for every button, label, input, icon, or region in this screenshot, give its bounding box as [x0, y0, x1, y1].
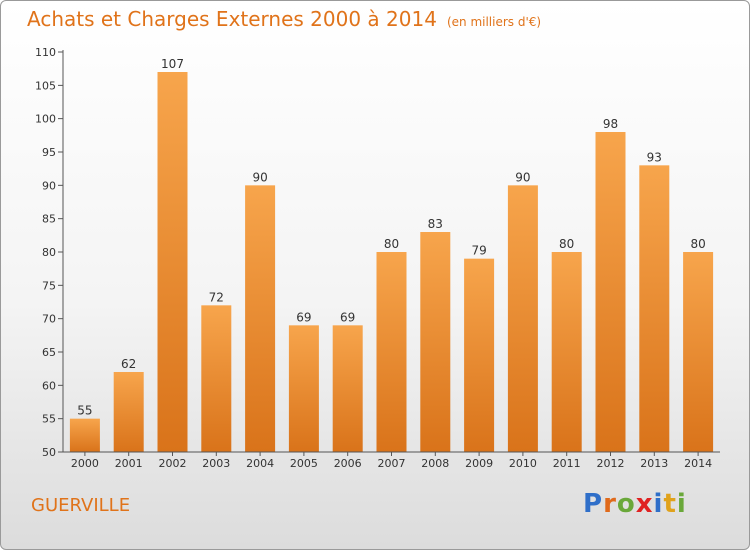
bar-2007: [376, 252, 407, 452]
bar-2006: [332, 325, 363, 452]
data-label-2001: 62: [121, 357, 136, 371]
data-label-2014: 80: [690, 237, 705, 251]
data-label-2009: 79: [471, 244, 486, 258]
data-label-2008: 83: [428, 217, 443, 231]
bar-2004: [245, 185, 276, 453]
bar-2000: [69, 418, 100, 452]
bar-2010: [507, 185, 538, 453]
x-tick-label-2013: 2013: [640, 457, 668, 470]
y-tick-label: 75: [42, 279, 56, 292]
data-label-2006: 69: [340, 310, 355, 324]
x-tick-label-2009: 2009: [465, 457, 493, 470]
y-tick-label: 80: [42, 246, 56, 259]
bar-2014: [683, 252, 714, 452]
data-label-2010: 90: [515, 170, 530, 184]
y-tick-label: 50: [42, 446, 56, 459]
x-tick-label-2004: 2004: [246, 457, 274, 470]
y-tick-label: 100: [35, 113, 56, 126]
x-tick-label-2011: 2011: [553, 457, 581, 470]
bars-group: 55 62 107 72 90 69 69 80 83 79 90 80 98 93 80: [69, 57, 714, 453]
logo-letter: i: [676, 489, 687, 519]
x-tick-label-2006: 2006: [334, 457, 362, 470]
data-label-2011: 80: [559, 237, 574, 251]
x-axis: 2000 2001 2002 2003 2004 2005 2006 2007 2008 2009…: [63, 451, 720, 470]
x-tick-label-2008: 2008: [421, 457, 449, 470]
logo-letter: i: [653, 489, 664, 519]
data-label-2000: 55: [77, 404, 92, 418]
bar-2012: [595, 132, 626, 452]
y-tick-label: 55: [42, 413, 56, 426]
y-tick-label: 70: [42, 313, 56, 326]
bar-2001: [113, 372, 144, 452]
data-label-2012: 98: [603, 117, 618, 131]
proxiti-logo: Proxiti: [583, 489, 687, 519]
y-tick-label: 90: [42, 179, 56, 192]
logo-letter: x: [635, 489, 654, 519]
bar-2009: [464, 258, 495, 452]
chart-title: Achats et Charges Externes 2000 à 2014 (e…: [27, 7, 541, 31]
y-tick-label: 105: [35, 79, 56, 92]
data-label-2004: 90: [252, 170, 267, 184]
data-label-2002: 107: [161, 57, 184, 71]
commune-name: GUERVILLE: [31, 495, 131, 516]
x-tick-label-2003: 2003: [202, 457, 230, 470]
logo-letter: P: [583, 489, 604, 519]
x-tick-label-2000: 2000: [71, 457, 99, 470]
bar-2005: [288, 325, 319, 452]
bar-2008: [420, 232, 451, 452]
data-label-2007: 80: [384, 237, 399, 251]
y-tick-label: 60: [42, 379, 56, 392]
bar-2003: [201, 305, 232, 452]
x-tick-label-2001: 2001: [115, 457, 143, 470]
chart-subtitle: (en milliers d'€): [446, 15, 542, 29]
x-tick-label-2012: 2012: [597, 457, 625, 470]
x-tick-label-2005: 2005: [290, 457, 318, 470]
y-axis: 50 55 60 65 70 75 80 85 90 95 100 105 110: [35, 46, 64, 459]
y-tick-label: 110: [35, 46, 56, 59]
logo-letter: o: [616, 489, 636, 519]
x-tick-label-2007: 2007: [378, 457, 406, 470]
data-label-2005: 69: [296, 310, 311, 324]
y-tick-label: 85: [42, 213, 56, 226]
y-tick-label: 95: [42, 146, 56, 159]
data-label-2003: 72: [209, 290, 224, 304]
bar-2002: [157, 72, 188, 452]
logo-letter: r: [603, 489, 617, 519]
y-tick-label: 65: [42, 346, 56, 359]
bar-2013: [639, 165, 670, 453]
data-label-2013: 93: [647, 150, 662, 164]
chart-title-text: Achats et Charges Externes 2000 à 2014: [27, 7, 437, 31]
x-tick-label-2010: 2010: [509, 457, 537, 470]
x-tick-label-2014: 2014: [684, 457, 712, 470]
logo-letter: t: [663, 489, 677, 519]
bar-2011: [551, 252, 582, 452]
x-tick-label-2002: 2002: [159, 457, 187, 470]
